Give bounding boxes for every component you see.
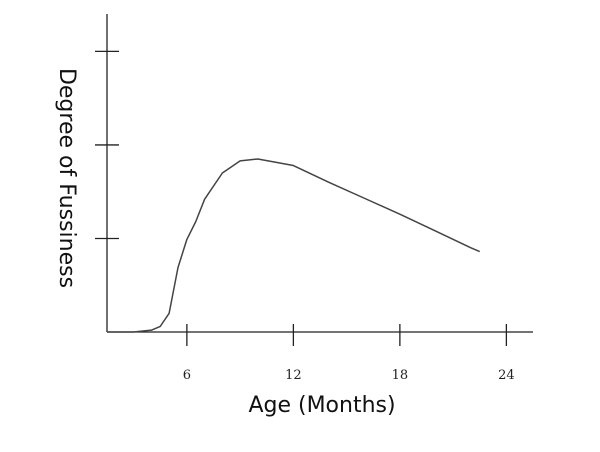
line-series (107, 158, 481, 333)
x-axis-title: Age (Months) (248, 393, 395, 418)
x-tick-label: 6 (183, 368, 191, 383)
x-tick-label: 18 (392, 368, 409, 383)
y-axis-title: Degree of Fussiness (54, 68, 79, 288)
x-tick-label: 24 (498, 368, 515, 383)
x-tick-label: 12 (285, 368, 302, 383)
